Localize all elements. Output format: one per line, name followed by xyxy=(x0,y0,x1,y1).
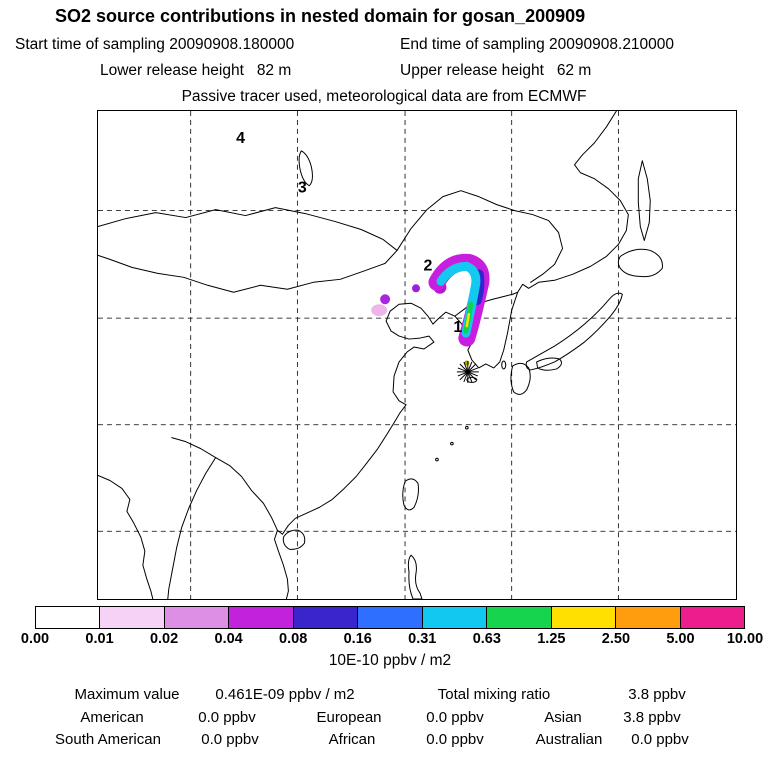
page-title: SO2 source contributions in nested domai… xyxy=(55,6,586,26)
region-label-australian: Australian xyxy=(535,731,603,748)
total-mixing-ratio-value: 3.8 ppbv xyxy=(628,686,686,703)
colorbar-ticks: 0.00 0.01 0.02 0.04 0.08 0.16 0.31 0.63 … xyxy=(21,631,763,649)
colorbar-segment-2 xyxy=(163,607,229,628)
region-label-american: American xyxy=(80,709,144,726)
maximum-value: 0.461E-09 ppbv / m2 xyxy=(215,686,355,703)
sampling-start-label: Start time of sampling 20090908.180000 xyxy=(15,36,295,53)
region-label-european: European xyxy=(316,709,382,726)
colorbar xyxy=(35,606,745,629)
lower-release-label: Lower release height 82 m xyxy=(100,62,292,79)
tracer-note: Passive tracer used, meteorological data… xyxy=(181,88,587,105)
maximum-value-label: Maximum value xyxy=(74,686,180,703)
colorbar-tick-9: 2.50 xyxy=(601,631,631,647)
cluster-label-1: 1 xyxy=(453,319,462,336)
colorbar-tick-3: 0.04 xyxy=(214,631,243,647)
colorbar-segment-8 xyxy=(550,607,616,628)
colorbar-units-label: 10E-10 ppbv / m2 xyxy=(328,652,452,669)
colorbar-segment-5 xyxy=(357,607,422,628)
region-value-south-american: 0.0 ppbv xyxy=(201,731,259,748)
sampling-end-label: End time of sampling 20090908.210000 xyxy=(400,36,675,53)
colorbar-segment-6 xyxy=(421,607,487,628)
region-label-african: African xyxy=(328,731,376,748)
plume xyxy=(371,253,490,366)
colorbar-tick-6: 0.31 xyxy=(408,631,437,647)
colorbar-tick-1: 0.01 xyxy=(85,631,114,647)
colorbar-tick-0: 0.00 xyxy=(20,631,50,647)
colorbar-segment-1 xyxy=(99,607,164,628)
region-label-asian: Asian xyxy=(544,709,582,726)
map-panel: 4 3 2 1 xyxy=(97,110,737,600)
colorbar-tick-5: 0.16 xyxy=(343,631,372,647)
region-value-european: 0.0 ppbv xyxy=(426,709,484,726)
region-value-australian: 0.0 ppbv xyxy=(631,731,689,748)
colorbar-segment-3 xyxy=(228,607,293,628)
grid-lines xyxy=(98,111,736,599)
plume-blob-violet-small xyxy=(412,284,420,293)
colorbar-tick-4: 0.08 xyxy=(279,631,308,647)
total-mixing-ratio-label: Total mixing ratio xyxy=(437,686,551,703)
region-label-south-american: South American xyxy=(55,731,161,748)
coastlines xyxy=(98,111,663,599)
region-value-asian: 3.8 ppbv xyxy=(623,709,681,726)
region-value-african: 0.0 ppbv xyxy=(426,731,484,748)
colorbar-tick-8: 1.25 xyxy=(537,631,566,647)
colorbar-segment-0 xyxy=(36,607,100,628)
plume-yellow-core xyxy=(465,312,471,328)
cluster-label-2: 2 xyxy=(424,257,433,274)
colorbar-tick-10: 5.00 xyxy=(666,631,695,647)
plume-blob-violet xyxy=(380,294,391,305)
upper-release-label: Upper release height 62 m xyxy=(400,62,592,79)
colorbar-segment-7 xyxy=(486,607,551,628)
colorbar-segment-10 xyxy=(679,607,744,628)
cluster-label-3: 3 xyxy=(298,180,307,197)
colorbar-tick-2: 0.02 xyxy=(149,631,179,647)
receptor-star-icon xyxy=(456,360,479,383)
colorbar-tick-11: 10.00 xyxy=(726,631,764,647)
colorbar-segment-9 xyxy=(615,607,680,628)
plume-blob-faint xyxy=(371,304,388,317)
cluster-label-4: 4 xyxy=(236,130,245,147)
colorbar-tick-7: 0.63 xyxy=(472,631,501,647)
map-canvas: 4 3 2 1 xyxy=(98,111,736,599)
colorbar-segment-4 xyxy=(292,607,358,628)
cluster-number-labels: 4 3 2 1 xyxy=(236,130,462,336)
region-value-american: 0.0 ppbv xyxy=(198,709,256,726)
